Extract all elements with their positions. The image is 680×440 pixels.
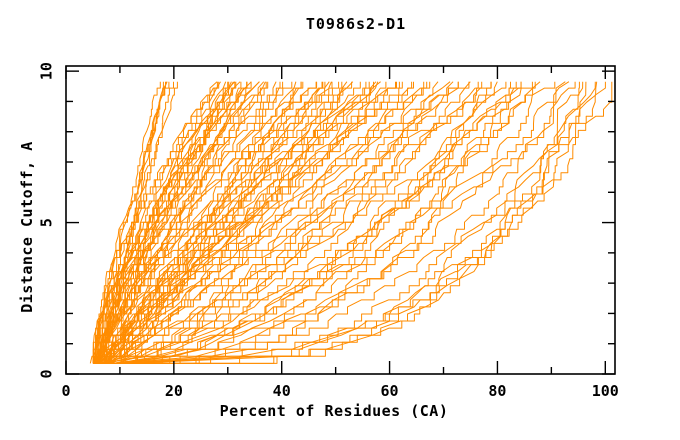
model-curve xyxy=(98,81,343,364)
model-curve xyxy=(97,81,234,364)
model-curve xyxy=(114,81,498,364)
x-tick-label: 20 xyxy=(165,382,183,400)
model-curve xyxy=(97,81,168,364)
x-tick-label: 80 xyxy=(488,382,506,400)
tick-labels: 0 20 40 60 80 100 0 5 10 xyxy=(38,62,619,400)
model-curve xyxy=(98,81,330,364)
model-curve xyxy=(109,81,522,364)
model-curve xyxy=(98,81,304,364)
y-tick-label: 5 xyxy=(38,218,56,227)
model-curve xyxy=(108,81,470,364)
model-curve xyxy=(103,81,361,364)
axes xyxy=(65,65,616,375)
x-tick-label: 100 xyxy=(592,382,619,400)
model-curve xyxy=(109,81,492,364)
model-curve xyxy=(103,81,570,364)
model-curve xyxy=(125,81,596,364)
x-axis-label: Percent of Residues (CA) xyxy=(219,402,449,420)
model-curve xyxy=(92,81,379,364)
model-curve xyxy=(93,81,353,364)
model-curve xyxy=(130,81,598,364)
model-curve xyxy=(119,81,507,364)
model-curve xyxy=(98,81,260,364)
model-curve xyxy=(119,81,459,364)
model-curve xyxy=(114,81,580,364)
model-curve xyxy=(109,81,613,364)
model-curve xyxy=(92,81,451,364)
model-curve xyxy=(108,81,397,364)
model-curve xyxy=(97,81,293,364)
model-curve xyxy=(93,81,471,364)
model-curve xyxy=(103,81,333,364)
model-curve xyxy=(119,81,587,364)
model-curve xyxy=(92,81,178,364)
model-curve xyxy=(92,81,284,364)
y-tick-label: 10 xyxy=(38,62,56,80)
model-curve xyxy=(130,81,584,364)
model-curve xyxy=(108,81,403,364)
x-tick-label: 40 xyxy=(273,382,291,400)
model-curve xyxy=(93,81,367,364)
model-curve xyxy=(103,81,332,364)
model-curve xyxy=(114,81,439,364)
model-curve xyxy=(98,81,541,364)
model-curves xyxy=(89,81,613,364)
model-curve xyxy=(98,81,522,364)
model-curve xyxy=(103,81,428,364)
y-tick-label: 0 xyxy=(38,369,56,378)
model-curve xyxy=(109,81,556,364)
x-tick-label: 60 xyxy=(381,382,399,400)
x-tick-label: 0 xyxy=(61,382,70,400)
plot-title: T0986s2-D1 xyxy=(305,15,407,33)
model-curve xyxy=(103,81,459,364)
axis-box xyxy=(65,65,616,375)
model-curve xyxy=(93,81,269,364)
model-curve xyxy=(125,81,517,364)
model-curve xyxy=(93,81,370,364)
model-curve xyxy=(103,81,479,364)
model-curve xyxy=(92,81,168,364)
model-curve xyxy=(93,81,232,364)
